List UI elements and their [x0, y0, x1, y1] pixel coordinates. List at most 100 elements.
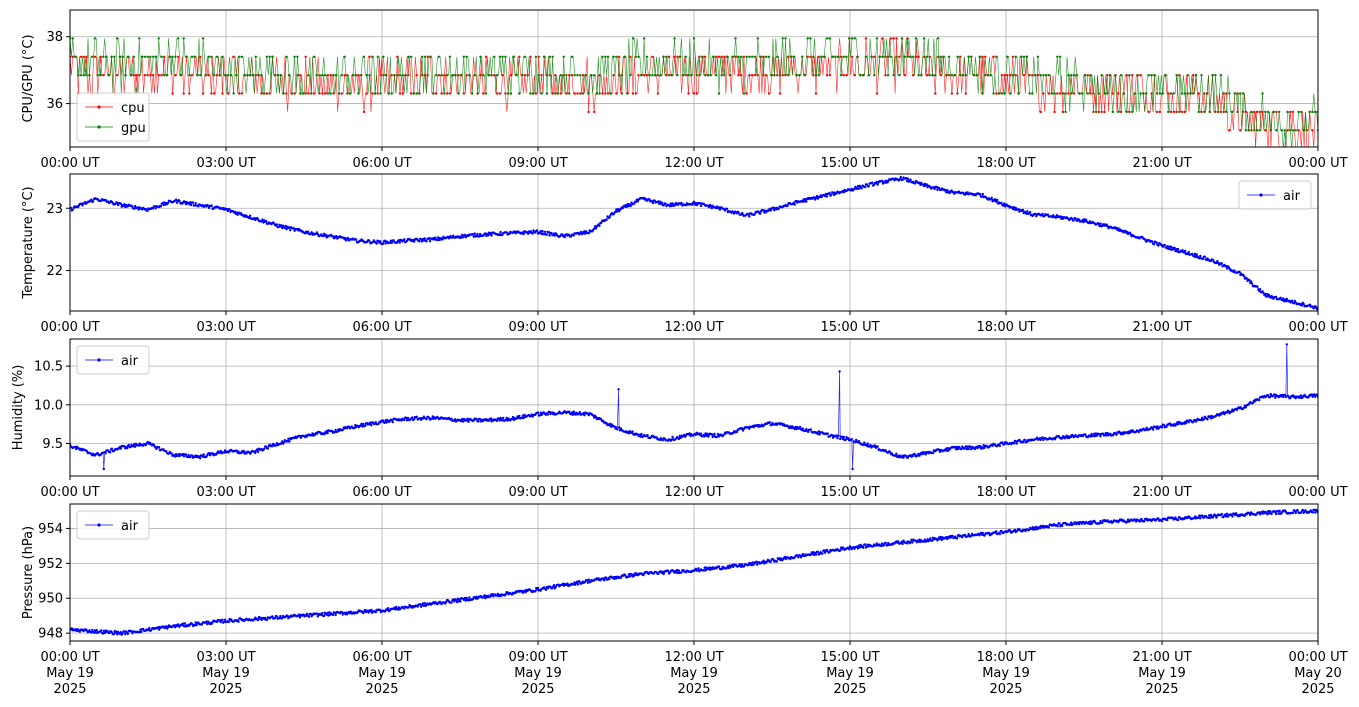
data-point-air [615, 426, 618, 429]
data-point-air [389, 239, 393, 242]
data-point-gpu [468, 74, 471, 77]
data-point-air [692, 200, 696, 203]
data-point-air [189, 201, 192, 204]
data-point-air [412, 418, 416, 421]
data-point-cpu [756, 74, 759, 77]
data-point-air [922, 540, 926, 543]
data-point-air [963, 533, 967, 537]
data-point-gpu [174, 55, 177, 58]
data-point-gpu [726, 55, 729, 58]
data-point-air [825, 195, 828, 198]
data-point-cpu [398, 92, 402, 95]
data-point-gpu [886, 74, 890, 77]
data-point-gpu [972, 74, 976, 77]
data-point-air [772, 558, 775, 561]
data-point-air [548, 410, 551, 414]
data-point-air [1076, 219, 1079, 223]
data-point-gpu [986, 74, 990, 77]
data-point-air [275, 223, 278, 226]
data-point-gpu [484, 92, 488, 95]
x-tick-label: 09:00 UT [508, 156, 567, 171]
data-point-cpu [232, 55, 235, 58]
data-point-air [524, 591, 527, 594]
data-point-air [918, 538, 921, 541]
data-point-gpu [798, 74, 801, 77]
data-point-air [264, 220, 268, 223]
data-point-air [648, 198, 651, 201]
data-point-air [566, 582, 569, 585]
data-point-air [140, 630, 143, 634]
data-point-cpu [1028, 74, 1031, 77]
data-point-cpu [523, 74, 526, 77]
data-point-gpu [764, 55, 768, 58]
data-point-air [801, 552, 804, 556]
data-point-gpu [329, 92, 332, 95]
data-point-air [831, 436, 835, 439]
data-point-air [263, 447, 266, 450]
legend: air [1238, 180, 1312, 210]
data-point-air [995, 198, 999, 202]
data-point-air [1265, 295, 1268, 298]
data-point-air [928, 539, 931, 542]
data-point-gpu [895, 55, 898, 58]
data-point-air [472, 235, 475, 238]
data-point-air [857, 440, 861, 443]
data-point-gpu [315, 74, 318, 77]
data-point-air [909, 178, 912, 181]
data-point-air [499, 230, 502, 234]
data-point-gpu [1278, 110, 1281, 114]
data-point-cpu [925, 74, 929, 77]
data-point-gpu [817, 74, 820, 77]
data-point-air [1258, 398, 1261, 402]
data-point-air [631, 575, 634, 578]
data-point-air [864, 543, 867, 546]
data-point-cpu [1214, 110, 1217, 114]
data-point-air [587, 232, 590, 235]
data-point-air [315, 612, 319, 615]
data-point-air [183, 622, 187, 625]
data-point-air [103, 631, 107, 635]
data-point-cpu [1267, 148, 1269, 150]
data-point-air [680, 571, 683, 574]
data-point-gpu [96, 74, 99, 77]
data-point-air [331, 613, 335, 617]
data-point-cpu [362, 110, 366, 114]
data-point-gpu [77, 74, 80, 77]
data-point-air [194, 621, 197, 624]
data-point-cpu [138, 74, 141, 77]
data-point-air [463, 596, 467, 600]
data-point-air [1175, 423, 1178, 426]
data-point-air [1290, 299, 1294, 302]
data-point-air [844, 438, 847, 441]
data-point-air [1202, 417, 1206, 421]
data-point-air [349, 610, 352, 613]
data-point-cpu [240, 92, 244, 95]
data-point-air [980, 195, 984, 198]
data-point-gpu [185, 55, 188, 58]
data-point-air [186, 455, 189, 459]
data-point-air [1015, 442, 1018, 445]
data-point-air [266, 447, 270, 450]
data-point-air [671, 435, 674, 439]
chart-panel-3: 9.510.010.500:00 UT 03:00 UT 06:00 UT 09:00… [11, 338, 1348, 500]
data-point-air [1248, 279, 1251, 282]
data-point-air [325, 613, 328, 616]
data-point-gpu [995, 55, 998, 58]
data-point-air [938, 450, 942, 453]
data-point-air [498, 419, 501, 422]
data-point-air [521, 231, 524, 234]
data-point-gpu [360, 74, 363, 77]
data-point-gpu [1208, 110, 1212, 114]
data-point-air [535, 229, 539, 232]
data-point-air [116, 203, 120, 207]
data-point-air [141, 627, 145, 631]
data-point-air [762, 209, 765, 212]
data-point-air [423, 237, 426, 240]
data-point-cpu [884, 74, 887, 77]
data-point-cpu [376, 92, 379, 95]
data-point-cpu [1139, 74, 1142, 77]
data-point-gpu [695, 74, 698, 77]
data-point-air [546, 413, 549, 416]
data-point-cpu [1236, 92, 1239, 95]
data-point-air [1160, 426, 1164, 429]
